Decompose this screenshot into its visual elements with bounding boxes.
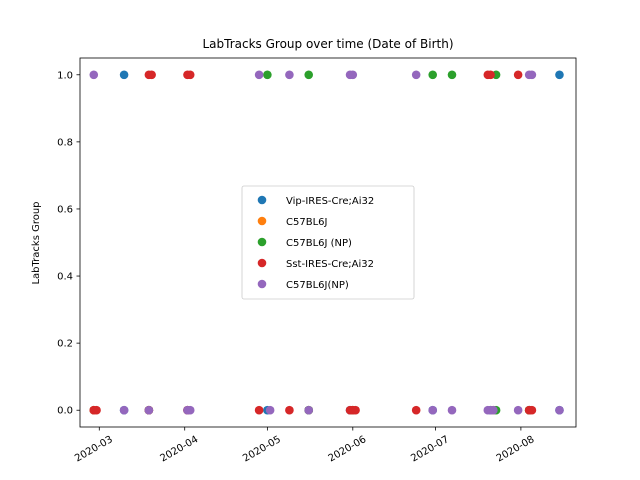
chart-title: LabTracks Group over time (Date of Birth… <box>202 37 453 51</box>
data-point <box>428 405 438 415</box>
data-point <box>555 405 564 415</box>
data-point <box>351 405 360 415</box>
legend: Vip-IRES-Cre;Ai32 C57BL6J C57BL6J (NP) Sst-… <box>241 185 415 300</box>
data-point <box>147 70 156 80</box>
data-point <box>254 405 264 415</box>
y-tick-label: 0.0 <box>57 406 73 417</box>
data-point <box>254 70 264 80</box>
y-tick-label: 1.0 <box>57 70 73 81</box>
y-tick-label: 0.6 <box>57 204 73 215</box>
legend-marker <box>257 216 267 226</box>
data-point <box>263 70 272 80</box>
legend-marker <box>257 195 267 205</box>
legend-label: C57BL6J(NP) <box>286 280 349 291</box>
data-point <box>555 70 564 80</box>
data-point <box>447 405 457 415</box>
data-point <box>527 405 537 415</box>
legend-label: Vip-IRES-Cre;Ai32 <box>286 196 374 207</box>
data-point <box>527 70 537 80</box>
data-point <box>285 70 294 80</box>
data-point <box>89 70 99 80</box>
data-point <box>92 405 101 415</box>
legend-label: Sst-IRES-Cre;Ai32 <box>286 259 374 270</box>
data-point <box>144 405 154 415</box>
data-point <box>411 405 421 415</box>
data-point <box>304 405 314 415</box>
data-point <box>285 405 294 415</box>
data-point <box>428 70 438 80</box>
y-tick-label: 0.8 <box>57 137 73 148</box>
data-point <box>185 405 195 415</box>
y-tick-label: 0.2 <box>57 339 73 350</box>
y-axis-label: LabTracks Group <box>31 201 42 284</box>
data-point <box>119 405 129 415</box>
data-point <box>411 70 421 80</box>
legend-label: C57BL6J (NP) <box>286 238 352 249</box>
data-point <box>304 70 314 80</box>
legend-label: C57BL6J <box>286 217 327 228</box>
data-point <box>185 70 195 80</box>
data-point <box>486 70 495 80</box>
legend-marker <box>257 237 267 247</box>
data-point <box>513 405 523 415</box>
data-point <box>513 70 523 80</box>
legend-marker <box>257 258 267 268</box>
legend-box <box>241 185 415 300</box>
legend-marker <box>257 279 267 289</box>
data-point <box>447 70 457 80</box>
data-point <box>265 405 275 415</box>
data-point <box>348 70 358 80</box>
y-tick-label: 0.4 <box>57 272 73 283</box>
axes-frame <box>79 57 577 428</box>
series-group <box>89 70 564 415</box>
data-point <box>489 405 498 415</box>
data-point <box>119 70 129 80</box>
